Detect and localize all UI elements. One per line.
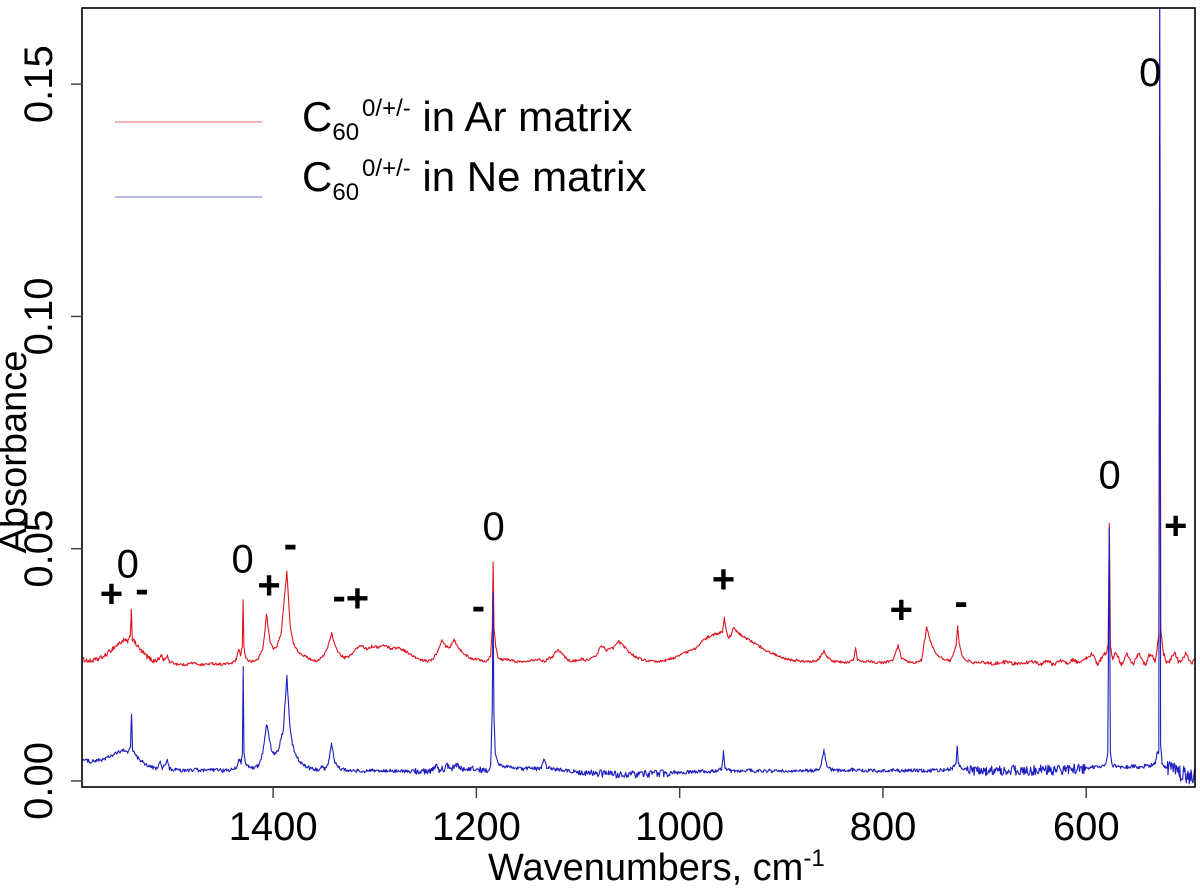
y-axis-title: Absorbance: [0, 351, 35, 554]
annotation-neutral-537: 0: [1139, 51, 1161, 95]
annotation-neutral-1543: 0: [117, 542, 139, 586]
peak-annotations: +0-0+-- + -0++ -00+: [100, 51, 1188, 632]
x-axis: 1400 1200 1000 800 600: [229, 787, 1120, 849]
annotation-cation-782: +: [890, 588, 913, 632]
annotation-cation-1559: +: [100, 572, 123, 616]
annotation-neutral-1183: 0: [483, 505, 505, 549]
legend-label-ne: C600/+/- in Ne matrix: [302, 153, 646, 206]
y-tick-label: 0.10: [17, 278, 61, 356]
annotation-anion-723: -: [955, 580, 968, 624]
x-tick-label: 1000: [635, 805, 724, 849]
annotation-anion-1529: -: [135, 568, 148, 612]
series-layer: [82, 8, 1195, 785]
annotation-anion-1335: -: [332, 575, 345, 619]
plot-frame: [81, 7, 1196, 788]
x-tick-label: 1200: [432, 805, 521, 849]
trace-ne-matrix: [82, 8, 1195, 785]
x-axis-title: Wavenumbers, cm-1: [488, 845, 825, 889]
annotation-neutral-577: 0: [1098, 453, 1120, 497]
annotation-neutral-1430: 0: [231, 537, 253, 581]
annotation-anion-1198: -: [472, 584, 485, 628]
annotation-cation-957: +: [712, 557, 735, 601]
y-axis: 0.00 0.05 0.10 0.15: [17, 45, 82, 820]
annotation-cation-1404: +: [257, 563, 280, 607]
trace-ar-matrix: [82, 120, 1195, 667]
legend-label-ar: C600/+/- in Ar matrix: [302, 93, 632, 146]
y-tick-label: 0.00: [17, 742, 61, 820]
x-tick-label: 1400: [229, 805, 318, 849]
legend: C600/+/- in Ar matrix C600/+/- in Ne matr…: [115, 93, 646, 206]
annotation-cation-512: +: [1164, 504, 1187, 548]
y-tick-label: 0.05: [17, 510, 61, 588]
annotation-anion-1383: -: [284, 523, 297, 567]
x-tick-label: 600: [1053, 805, 1120, 849]
annotation-cation-1317: +: [346, 576, 369, 620]
x-tick-label: 800: [850, 805, 917, 849]
y-tick-label: 0.15: [17, 45, 61, 123]
